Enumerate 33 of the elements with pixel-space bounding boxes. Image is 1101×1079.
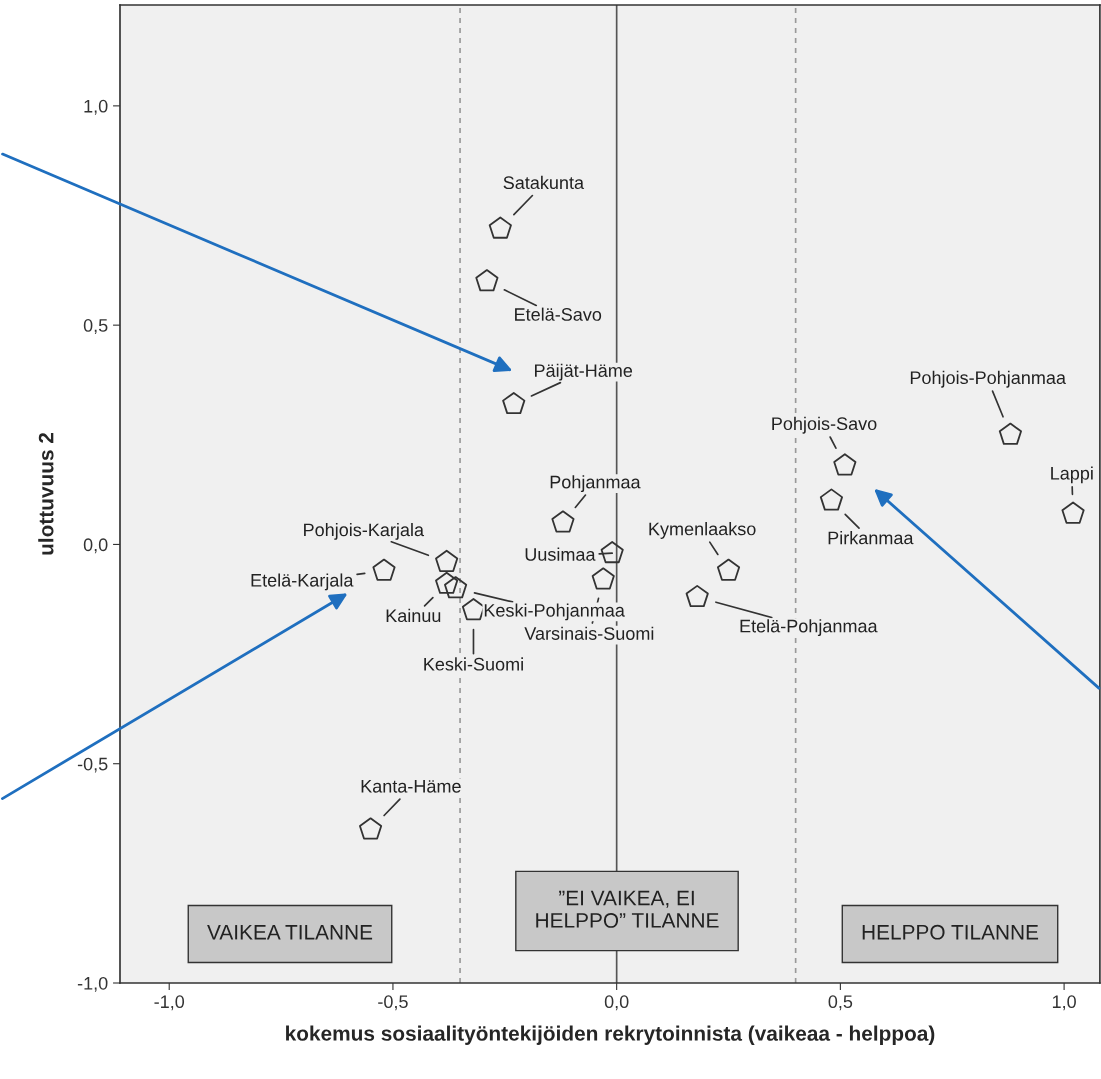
y-tick-label: -1,0 xyxy=(77,976,108,992)
annotation: Pohjanmaa xyxy=(550,475,641,493)
annotation: HELPPO TILANNE xyxy=(862,924,1039,940)
annotation: VAIKEA TILANNE xyxy=(207,925,373,940)
annotation: Keski-Suomi xyxy=(424,657,523,671)
annotation: Lappi xyxy=(1051,466,1093,484)
annotation: Uusimaa xyxy=(525,547,596,561)
annotation: Keski-Pohjanmaa xyxy=(484,603,625,621)
y-tick-label: -0,5 xyxy=(77,757,108,773)
annotation: Pohjois-Savo xyxy=(772,416,877,434)
annotation: ”EI VAIKEA, EI HELPPO” TILANNE xyxy=(536,890,719,928)
x-tick-label: -0,5 xyxy=(378,995,408,1011)
x-tick-label: 1,0 xyxy=(1052,995,1076,1011)
annotation: Pirkanmaa xyxy=(828,531,914,545)
annotation: Varsinais-Suomi xyxy=(524,626,654,640)
annotation: Kainuu xyxy=(386,608,441,623)
y-tick-label: 0,5 xyxy=(83,319,108,335)
x-axis-title: kokemus sosiaalityöntekijöiden rekrytoinnista (vaikeaa - helppoa) xyxy=(286,1025,935,1045)
y-tick-label: 1,0 xyxy=(84,99,108,115)
annotation: Etelä-Karjala xyxy=(251,573,354,591)
annotation: Pohjois-Karjala xyxy=(304,523,425,540)
y-axis-title: ulottuvuus 2 xyxy=(38,432,54,555)
x-tick-label: -1,0 xyxy=(154,995,185,1011)
annotation: Etelä-Pohjanmaa xyxy=(740,619,878,637)
y-tick-label: 0,0 xyxy=(83,538,108,554)
x-tick-label: 0,0 xyxy=(604,995,629,1011)
annotation: Etelä-Savo xyxy=(515,307,602,321)
annotation: Satakunta xyxy=(503,175,585,190)
annotation: Pohjois-Pohjanmaa xyxy=(910,370,1066,388)
x-tick-label: 0,5 xyxy=(828,995,853,1011)
annotation: Päijät-Häme xyxy=(535,363,633,381)
annotation: Kymenlaakso xyxy=(649,522,756,539)
annotation: Kanta-Häme xyxy=(361,780,461,793)
